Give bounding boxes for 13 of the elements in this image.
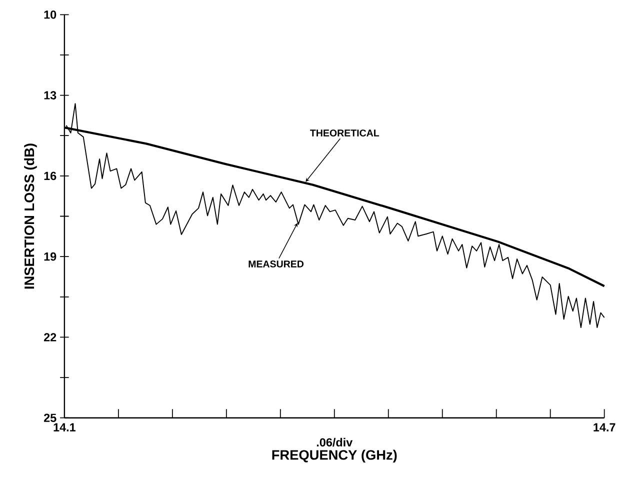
y-tick-label: 10 <box>44 10 56 19</box>
y-tick-label: 16 <box>44 172 56 180</box>
y-axis-title: INSERTION LOSS (dB) <box>24 143 37 288</box>
annotation: MEASURED <box>248 260 304 268</box>
y-tick-label: 19 <box>44 252 56 261</box>
x-tick-label: 14.1 <box>54 423 76 432</box>
x-tick-label: 14.7 <box>594 423 616 432</box>
y-tick-label: 22 <box>44 332 56 342</box>
y-tick-label: 13 <box>44 90 56 100</box>
text: .06/div <box>316 438 353 446</box>
y-tick-label: 25 <box>44 414 56 422</box>
annotation: THEORETICAL <box>310 129 380 136</box>
x-axis-title: FREQUENCY (GHz) <box>272 450 397 462</box>
